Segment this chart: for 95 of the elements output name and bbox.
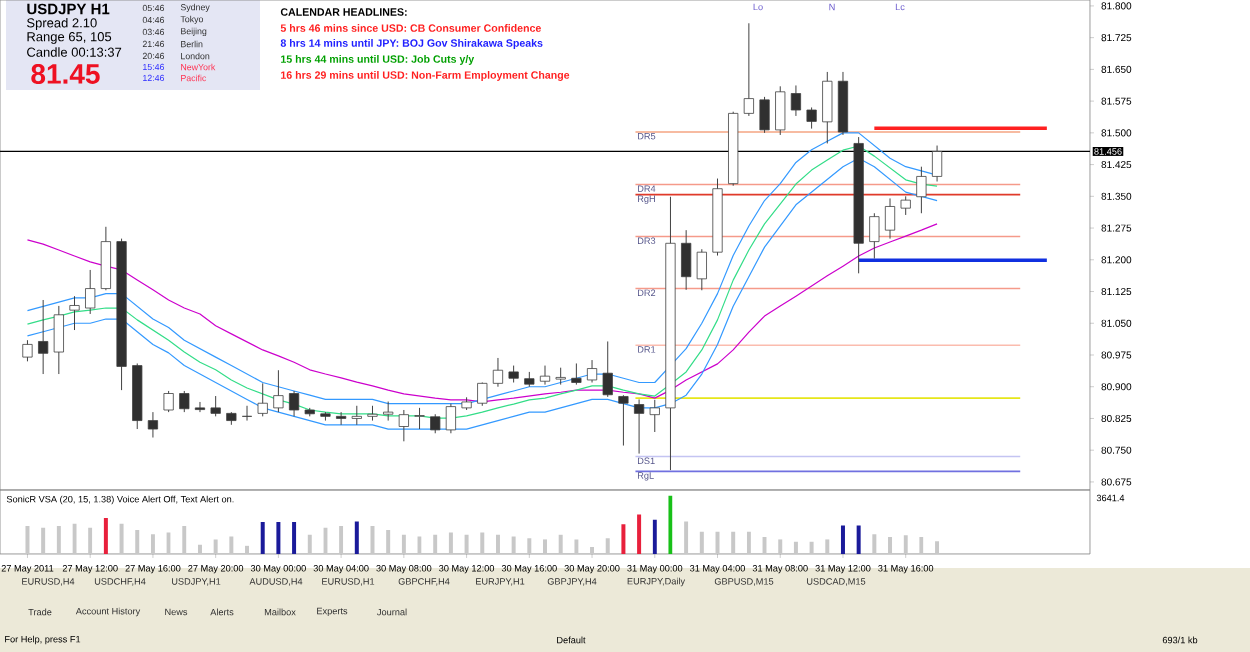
candlestick	[822, 71, 833, 144]
bar	[511, 536, 516, 554]
bar	[637, 514, 642, 554]
bar	[746, 531, 751, 554]
candlestick	[586, 359, 598, 383]
candlestick	[210, 395, 221, 417]
candlestick	[806, 106, 817, 130]
candlestick	[179, 390, 190, 413]
candlestick	[869, 212, 880, 260]
candlestick	[22, 339, 33, 362]
candlestick	[273, 369, 284, 413]
candlestick	[775, 85, 786, 136]
bar	[25, 526, 30, 554]
bar	[401, 534, 406, 554]
bar	[182, 526, 187, 554]
bar	[652, 519, 657, 554]
bar	[292, 521, 297, 554]
bar	[260, 521, 265, 554]
bar	[56, 526, 61, 554]
candlestick	[430, 413, 441, 434]
candlestick	[539, 365, 551, 386]
bar	[433, 534, 438, 554]
bar	[778, 539, 783, 554]
candlestick	[100, 226, 111, 291]
candlestick	[414, 407, 425, 430]
candlestick	[351, 405, 362, 426]
candlestick	[900, 195, 911, 216]
candlestick	[571, 362, 582, 386]
bar	[448, 532, 453, 554]
bar	[903, 535, 908, 554]
bar	[119, 523, 124, 554]
bar	[150, 534, 155, 554]
bar	[245, 545, 250, 554]
candlestick	[492, 357, 504, 388]
bar	[276, 521, 281, 554]
candlestick	[916, 166, 927, 214]
bar	[684, 521, 689, 554]
bar	[213, 539, 218, 554]
bar	[307, 534, 312, 554]
candlestick	[53, 305, 64, 375]
bar	[840, 525, 845, 554]
bar	[825, 539, 830, 554]
candlestick	[931, 145, 943, 183]
candlestick	[288, 390, 300, 417]
bar	[935, 541, 940, 554]
bar	[135, 530, 140, 554]
candlestick	[194, 401, 206, 413]
candlestick	[383, 401, 394, 422]
bar	[229, 536, 234, 554]
bar	[590, 546, 595, 554]
bar	[464, 534, 469, 554]
bar	[621, 524, 626, 554]
bar	[856, 525, 861, 554]
bar	[715, 531, 720, 554]
candlestick	[336, 411, 347, 426]
bar	[41, 527, 46, 554]
candlestick	[759, 96, 770, 134]
bar	[88, 527, 93, 554]
bar	[103, 517, 108, 554]
bar	[668, 495, 673, 554]
candlestick	[681, 229, 692, 291]
candlestick	[743, 22, 754, 117]
candlestick	[69, 295, 80, 331]
candlestick	[445, 403, 457, 434]
candlestick	[163, 390, 174, 413]
candlestick	[618, 394, 629, 447]
bar	[919, 537, 924, 554]
candlestick	[477, 382, 488, 407]
bar	[558, 534, 563, 554]
candlestick	[38, 299, 49, 375]
bar	[872, 534, 877, 554]
bar	[495, 534, 500, 554]
bar	[793, 541, 798, 554]
bar	[543, 539, 547, 554]
bar	[197, 544, 202, 554]
bar	[370, 526, 375, 554]
bar	[480, 532, 485, 554]
candlestick	[633, 398, 645, 455]
candlestick	[257, 382, 268, 417]
candlestick	[884, 197, 896, 240]
candlestick	[241, 405, 253, 422]
bar	[888, 537, 893, 554]
candlestick	[649, 399, 660, 433]
bar	[386, 530, 391, 554]
bar	[605, 538, 610, 554]
candlestick	[398, 409, 409, 442]
bar	[354, 521, 359, 554]
bar	[527, 538, 532, 554]
candlestick	[790, 84, 802, 117]
bar	[731, 531, 736, 554]
candlestick	[147, 411, 159, 439]
candlestick	[85, 269, 96, 315]
annotation: 81.45	[31, 64, 100, 84]
candlestick	[696, 248, 707, 291]
candlestick	[602, 340, 613, 398]
